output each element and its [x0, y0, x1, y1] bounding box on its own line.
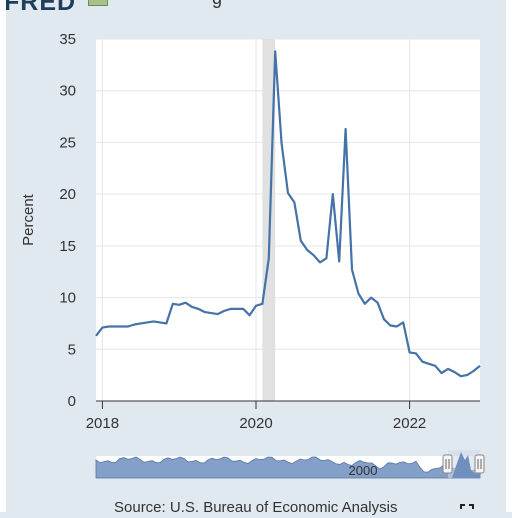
data-point	[265, 254, 273, 262]
navigator-handle-left[interactable]	[442, 454, 453, 474]
y-tick-label: 20	[59, 186, 76, 203]
data-point	[412, 349, 420, 357]
data-point	[354, 289, 362, 297]
fred-logo: FRED	[4, 0, 77, 16]
x-tick-label: 2022	[393, 415, 426, 432]
chart-logo-icon	[88, 0, 108, 6]
data-point	[431, 362, 439, 370]
source-note: Source: U.S. Bureau of Economic Analysis	[114, 499, 398, 516]
y-tick-label: 10	[59, 290, 76, 307]
navigator-handle-right[interactable]	[474, 454, 485, 474]
data-point	[374, 299, 382, 307]
data-point	[470, 367, 478, 375]
data-point	[399, 318, 407, 326]
data-point	[271, 47, 279, 55]
plot-area	[96, 39, 480, 401]
data-point	[162, 319, 170, 327]
y-tick-label: 25	[59, 134, 76, 151]
data-point	[380, 315, 388, 323]
data-point	[303, 246, 311, 254]
data-point	[342, 125, 350, 133]
data-point	[367, 294, 375, 302]
x-tick-label: 2018	[86, 415, 119, 432]
data-point	[278, 139, 286, 147]
data-point	[297, 237, 305, 245]
data-point	[258, 300, 266, 308]
data-point	[246, 311, 254, 319]
y-tick-label: 0	[68, 393, 76, 410]
y-tick-label: 35	[59, 31, 76, 48]
navigator-history	[95, 456, 481, 479]
data-point	[284, 189, 292, 197]
data-point	[329, 190, 337, 198]
x-tick-label: 2020	[239, 415, 272, 432]
y-tick-label: 5	[68, 341, 76, 358]
data-point	[239, 305, 247, 313]
data-point	[476, 362, 484, 370]
fullscreen-icon[interactable]	[460, 504, 474, 518]
data-point	[310, 251, 318, 259]
navigator-selection-spark	[452, 452, 480, 478]
data-point	[92, 332, 100, 340]
chart-title-fragment: g	[212, 0, 222, 9]
data-point	[348, 266, 356, 274]
data-point	[335, 257, 343, 265]
data-point	[290, 198, 298, 206]
y-axis-label: Percent	[20, 193, 37, 246]
data-point	[361, 300, 369, 308]
y-tick-label: 30	[59, 83, 76, 100]
series-line	[95, 50, 481, 378]
navigator-year-label: 2000	[349, 463, 378, 478]
y-tick-label: 15	[59, 238, 76, 255]
data-point	[322, 254, 330, 262]
